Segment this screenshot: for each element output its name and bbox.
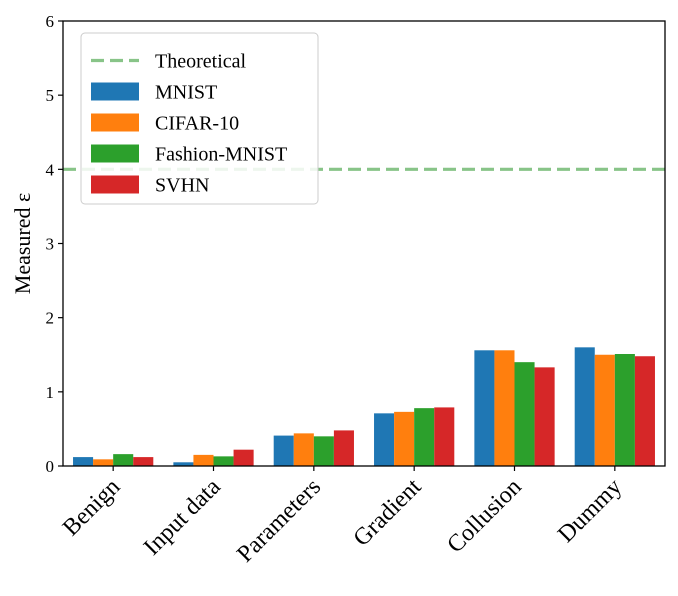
x-axis-ticks: Benign Input data Parameters Gradient Collus… xyxy=(58,466,627,568)
legend-label-mnist: MNIST xyxy=(155,82,217,104)
bar-mnist-parameters xyxy=(273,435,294,466)
y-tick-label: 4 xyxy=(46,160,55,179)
bar-fashion-mnist-input-data xyxy=(213,456,234,466)
bar-svhn-dummy xyxy=(634,356,655,466)
x-tick-label: Parameters xyxy=(232,474,326,568)
legend-label-fashion-mnist: Fashion-MNIST xyxy=(155,144,287,166)
legend-label-cifar-10: CIFAR-10 xyxy=(155,113,239,135)
bar-mnist-collusion xyxy=(474,350,495,466)
bar-fashion-mnist-benign xyxy=(113,454,134,466)
legend-swatch-svhn xyxy=(91,175,139,194)
legend-swatch-fashion-mnist xyxy=(91,144,139,163)
x-tick-label: Dummy xyxy=(553,474,627,548)
y-axis-label: Measured ε xyxy=(10,193,35,294)
bar-mnist-input-data xyxy=(173,462,194,466)
legend-swatch-mnist xyxy=(91,82,139,101)
bar-mnist-gradient xyxy=(374,413,395,466)
bar-svhn-parameters xyxy=(333,430,354,466)
bar-cifar-10-benign xyxy=(93,459,114,466)
bar-fashion-mnist-gradient xyxy=(414,408,435,466)
legend: Theoretical MNIST CIFAR-10 Fashion-MNIST SVH… xyxy=(80,32,319,205)
bar-cifar-10-gradient xyxy=(394,411,415,466)
legend-label-theoretical: Theoretical xyxy=(155,51,246,73)
x-tick-label: Benign xyxy=(58,474,125,541)
y-tick-label: 5 xyxy=(46,86,55,105)
bar-cifar-10-collusion xyxy=(494,350,515,466)
bar-cifar-10-input-data xyxy=(193,454,214,466)
y-tick-label: 0 xyxy=(46,457,55,476)
x-tick-label: Gradient xyxy=(349,474,427,552)
bar-fashion-mnist-collusion xyxy=(514,362,535,466)
bar-fashion-mnist-parameters xyxy=(313,436,334,466)
legend-box xyxy=(80,32,319,205)
bar-mnist-dummy xyxy=(574,347,595,466)
y-tick-label: 3 xyxy=(46,235,55,254)
legend-swatch-cifar-10 xyxy=(91,113,139,132)
bar-svhn-benign xyxy=(133,457,154,466)
bar-cifar-10-dummy xyxy=(594,354,615,466)
bar-svhn-collusion xyxy=(534,367,555,466)
y-tick-label: 6 xyxy=(46,12,55,31)
bar-mnist-benign xyxy=(73,457,94,466)
bar-svhn-input-data xyxy=(233,449,254,466)
x-tick-label: Input data xyxy=(139,474,226,561)
y-tick-label: 1 xyxy=(46,383,55,402)
bar-fashion-mnist-dummy xyxy=(614,354,635,466)
bar-cifar-10-parameters xyxy=(293,433,314,466)
legend-label-svhn: SVHN xyxy=(155,175,209,197)
y-tick-label: 2 xyxy=(46,309,55,328)
bars-layer xyxy=(73,347,655,466)
y-axis-ticks: 0 1 2 3 4 5 6 xyxy=(46,12,63,476)
x-tick-label: Collusion xyxy=(442,474,526,558)
bar-svhn-gradient xyxy=(434,407,455,466)
